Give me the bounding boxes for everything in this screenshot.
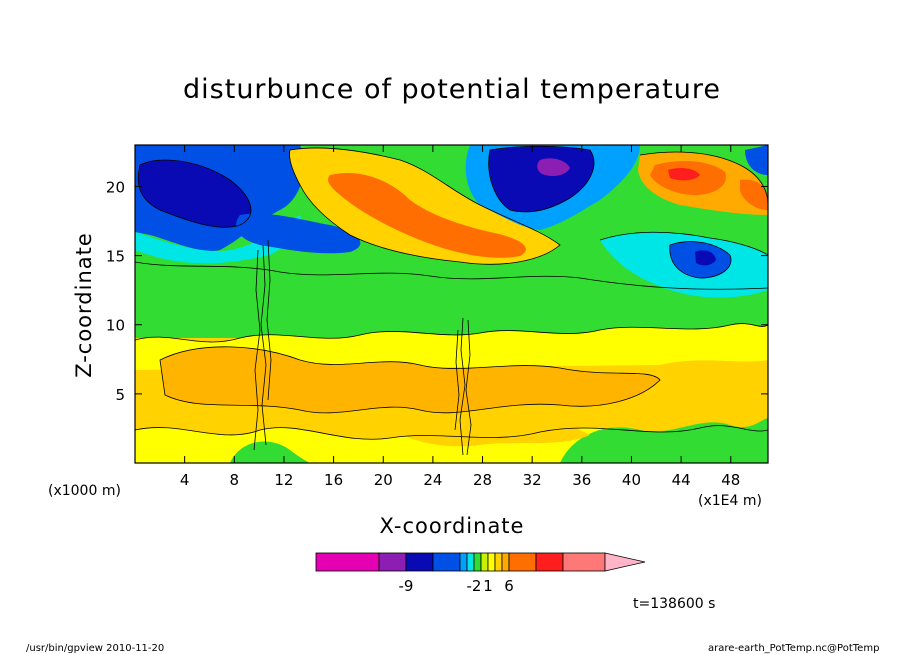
region-blue-left-2 bbox=[236, 213, 361, 254]
colorbar-segment bbox=[473, 552, 482, 572]
region-blue-top-right bbox=[488, 146, 594, 212]
region-cyan-left-edge bbox=[135, 215, 301, 264]
plume-right-3 bbox=[454, 329, 460, 431]
time-label: t=138600 s bbox=[633, 596, 716, 612]
contour-line-3 bbox=[135, 425, 768, 440]
contour-line-9 bbox=[669, 241, 732, 279]
contour-line-10 bbox=[599, 231, 768, 256]
x-tick-label: 44 bbox=[672, 471, 691, 489]
region-red-top-right bbox=[668, 167, 700, 181]
colorbar-segment bbox=[432, 552, 461, 572]
y-tick-label: 15 bbox=[106, 248, 125, 266]
contour-line-2 bbox=[159, 346, 661, 414]
region-purple-top bbox=[537, 158, 570, 176]
region-blue-top-right-corner bbox=[745, 145, 768, 175]
plume-right-1 bbox=[459, 317, 466, 456]
x-unit-right: (x1E4 m) bbox=[698, 493, 762, 509]
colorbar-label: 1 bbox=[483, 577, 493, 595]
colorbar-segment bbox=[480, 552, 489, 572]
contour-line-8 bbox=[639, 151, 768, 206]
blob-orange-light-1 bbox=[160, 346, 660, 413]
contour-line-1 bbox=[135, 323, 768, 343]
colorbar-segment bbox=[315, 552, 380, 572]
region-darkblue-left bbox=[138, 160, 251, 228]
region-darkorange-upper bbox=[328, 172, 526, 258]
plume-left-3 bbox=[266, 239, 272, 401]
footer-right: arare-earth_PotTemp.nc@PotTemp bbox=[708, 643, 880, 654]
colorbar-segment bbox=[535, 552, 564, 572]
green-patch-bottom-left bbox=[230, 441, 310, 463]
x-tick-label: 32 bbox=[523, 471, 542, 489]
colorbar-segment bbox=[487, 552, 496, 572]
x-tick-label: 40 bbox=[622, 471, 641, 489]
y-tick-label: 5 bbox=[115, 386, 125, 404]
convective-plumes bbox=[253, 239, 472, 456]
x-tick-label: 8 bbox=[230, 471, 240, 489]
contour-line-7 bbox=[488, 145, 595, 213]
x-tick-label: 36 bbox=[572, 471, 591, 489]
x-tick-label: 12 bbox=[274, 471, 293, 489]
x-axis-ticks: 4 8 12 16 20 24 28 32 36 40 44 48 bbox=[180, 145, 740, 489]
x-tick-label: 20 bbox=[374, 471, 393, 489]
x-tick-label: 48 bbox=[721, 471, 740, 489]
x-tick-label: 24 bbox=[423, 471, 442, 489]
colorbar: -9 -2 1 6 bbox=[315, 552, 646, 595]
y-tick-label: 10 bbox=[106, 317, 125, 335]
x-tick-label: 16 bbox=[324, 471, 343, 489]
contour-line-5 bbox=[289, 147, 561, 265]
region-darkblue-right bbox=[695, 250, 716, 266]
contour-lines bbox=[135, 145, 768, 440]
x-tick-label: 28 bbox=[473, 471, 492, 489]
x-tick-label: 4 bbox=[180, 471, 190, 489]
contour-line-6 bbox=[137, 159, 252, 228]
colorbar-segment bbox=[508, 552, 537, 572]
contour-line-4 bbox=[135, 261, 768, 290]
colorbar-segment bbox=[494, 552, 503, 572]
colorbar-segment bbox=[459, 552, 468, 572]
y-axis-ticks: 5 10 15 20 bbox=[106, 178, 768, 404]
blob-orange-light-2 bbox=[380, 413, 590, 447]
x-axis-label: X-coordinate bbox=[379, 514, 525, 538]
colorbar-segment bbox=[501, 552, 510, 572]
plume-left-1 bbox=[253, 249, 261, 451]
y-tick-label: 20 bbox=[106, 178, 125, 196]
chart-title: disturbunce of potential temperature bbox=[183, 74, 721, 105]
colorbar-arrow bbox=[604, 552, 646, 572]
colorbar-segment bbox=[562, 552, 606, 572]
colorbar-segment bbox=[466, 552, 475, 572]
x-unit-left: (x1000 m) bbox=[48, 483, 121, 499]
plot-area bbox=[135, 145, 768, 463]
colorbar-label: -9 bbox=[399, 577, 414, 595]
colorbar-label: -2 bbox=[467, 577, 482, 595]
plot-frame bbox=[134, 144, 769, 464]
colorbar-segment bbox=[378, 552, 407, 572]
colorbar-segment bbox=[405, 552, 434, 572]
region-orange-right-edge bbox=[740, 179, 768, 210]
plume-right-2 bbox=[465, 319, 472, 456]
footer-left: /usr/bin/gpview 2010-11-20 bbox=[26, 643, 165, 654]
colorbar-label: 6 bbox=[504, 577, 514, 595]
plume-left-2 bbox=[260, 244, 267, 446]
